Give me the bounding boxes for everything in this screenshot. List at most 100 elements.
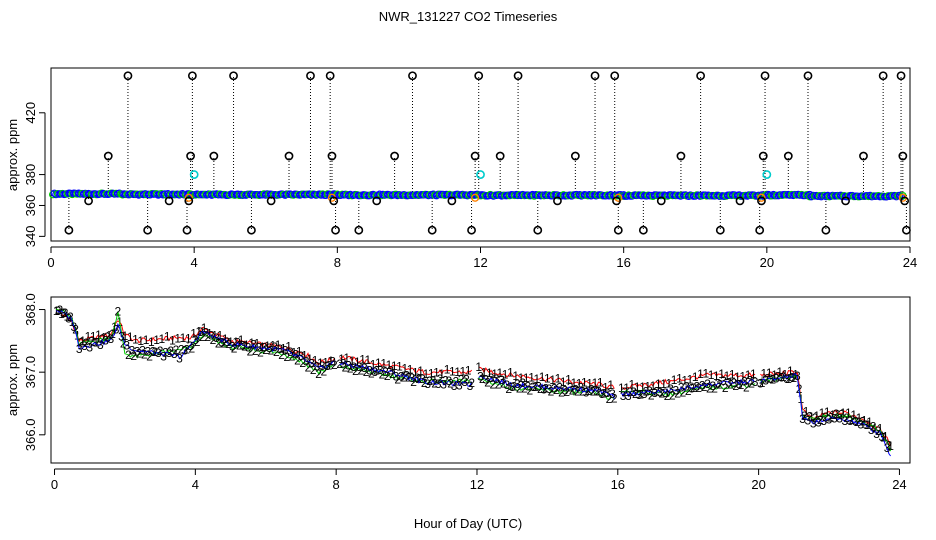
series-1-marker: 1 bbox=[475, 360, 482, 374]
series-2-marker: 2 bbox=[305, 360, 312, 374]
series-3-line bbox=[56, 309, 335, 369]
series-1-marker: 1 bbox=[586, 376, 593, 390]
series-1-marker: 1 bbox=[317, 356, 324, 370]
series-2-marker: 2 bbox=[748, 377, 755, 391]
flagged-point bbox=[247, 225, 256, 235]
series-2-marker: 2 bbox=[606, 392, 613, 406]
series-1-marker: 1 bbox=[206, 326, 213, 340]
series-2-marker: 2 bbox=[352, 364, 359, 378]
flagged-point bbox=[533, 225, 543, 235]
flagged-point bbox=[372, 196, 382, 206]
series-3-marker: 3 bbox=[372, 365, 379, 379]
series-1-marker: 1 bbox=[882, 429, 889, 443]
top-x-tick-label: 12 bbox=[473, 255, 487, 270]
series-1-marker: 1 bbox=[533, 372, 540, 386]
series-2-marker: 2 bbox=[342, 361, 349, 375]
series-1-marker: 1 bbox=[143, 333, 150, 347]
series-3-marker: 3 bbox=[630, 385, 637, 399]
series-3-marker: 3 bbox=[240, 339, 247, 353]
series-1-marker: 1 bbox=[528, 371, 535, 385]
flagged-point bbox=[656, 196, 666, 206]
series-3-marker: 3 bbox=[789, 371, 796, 385]
flagged-point bbox=[803, 71, 813, 81]
series-3-marker: 3 bbox=[567, 380, 574, 394]
flagged-point bbox=[553, 196, 562, 206]
series-3-marker: 3 bbox=[593, 385, 600, 399]
series-3-marker: 3 bbox=[213, 331, 220, 345]
series-1-marker: 1 bbox=[465, 364, 472, 378]
series-3-marker: 3 bbox=[282, 343, 289, 357]
series-3-marker: 3 bbox=[604, 386, 611, 400]
series-1-marker: 1 bbox=[887, 439, 894, 453]
series-3-marker: 3 bbox=[440, 378, 447, 392]
series-3-marker: 3 bbox=[419, 372, 426, 386]
series-2-marker: 2 bbox=[864, 418, 871, 432]
series-1-marker: 1 bbox=[232, 335, 239, 349]
series-1-marker: 1 bbox=[217, 329, 224, 343]
series-1-marker: 1 bbox=[692, 370, 699, 384]
series-1-marker: 1 bbox=[190, 327, 197, 341]
series-2-marker: 2 bbox=[178, 342, 185, 356]
flagged-point bbox=[229, 71, 238, 81]
series-3-marker: 3 bbox=[477, 369, 484, 383]
flagged-point bbox=[184, 196, 194, 206]
series-3-marker: 3 bbox=[414, 371, 421, 385]
series-3-marker: 3 bbox=[847, 414, 854, 428]
series-2-marker: 2 bbox=[320, 364, 327, 378]
series-3-marker: 3 bbox=[250, 338, 257, 352]
series-1-marker: 1 bbox=[365, 353, 372, 367]
series-2-marker: 2 bbox=[468, 376, 475, 390]
series-1-marker: 1 bbox=[750, 367, 757, 381]
series-3-marker: 3 bbox=[155, 346, 162, 360]
flagged-point bbox=[284, 151, 294, 161]
flagged-point bbox=[757, 196, 766, 206]
series-3-marker: 3 bbox=[298, 349, 305, 363]
series-1-marker: 1 bbox=[386, 358, 393, 372]
series-1-marker: 1 bbox=[734, 370, 741, 384]
series-1-marker: 1 bbox=[597, 376, 604, 390]
flagged-point bbox=[164, 196, 174, 206]
series-2-marker: 2 bbox=[542, 381, 549, 395]
series-1-marker: 1 bbox=[808, 410, 815, 424]
flagged-point bbox=[470, 151, 480, 161]
series-3-marker: 3 bbox=[345, 359, 352, 373]
series-2-marker: 2 bbox=[72, 322, 79, 336]
series-3-marker: 3 bbox=[398, 369, 405, 383]
flagged-point bbox=[427, 225, 437, 235]
series-2-marker: 2 bbox=[843, 411, 850, 425]
series-3-marker: 3 bbox=[641, 387, 648, 401]
series-2-marker: 2 bbox=[141, 348, 148, 362]
series-2-marker: 2 bbox=[363, 365, 370, 379]
series-1-marker: 1 bbox=[444, 363, 451, 377]
series-2-line bbox=[621, 382, 756, 398]
series-2-marker: 2 bbox=[722, 381, 729, 395]
bottom-y-tick-label: 368.0 bbox=[23, 293, 38, 326]
series-3-marker: 3 bbox=[356, 360, 363, 374]
bottom-x-tick-label: 0 bbox=[51, 477, 58, 492]
series-1-marker: 1 bbox=[438, 367, 445, 381]
series-2-marker: 2 bbox=[516, 382, 523, 396]
series-3-marker: 3 bbox=[646, 384, 653, 398]
series-2-marker: 2 bbox=[262, 343, 269, 357]
series-3-marker: 3 bbox=[488, 371, 495, 385]
bottom-x-tick-label: 12 bbox=[470, 477, 484, 492]
series-3-marker: 3 bbox=[836, 411, 843, 425]
series-3-marker: 3 bbox=[224, 335, 231, 349]
flagged-point bbox=[613, 225, 623, 235]
bottom-y-tick-label: 366.0 bbox=[23, 419, 38, 452]
series-2-marker: 2 bbox=[701, 380, 708, 394]
series-1-marker: 1 bbox=[803, 405, 810, 419]
flagged-point bbox=[64, 225, 74, 235]
series-3-marker: 3 bbox=[704, 377, 711, 391]
series-2-marker: 2 bbox=[400, 371, 407, 385]
series-2-marker: 2 bbox=[442, 373, 449, 387]
series-1-marker: 1 bbox=[718, 367, 725, 381]
series-2-marker: 2 bbox=[648, 388, 655, 402]
series-3-marker: 3 bbox=[599, 387, 606, 401]
series-3-marker: 3 bbox=[76, 342, 83, 356]
series-1-marker: 1 bbox=[58, 307, 65, 321]
series-1-marker: 1 bbox=[877, 421, 884, 435]
flagged-point bbox=[325, 71, 335, 81]
series-2-marker: 2 bbox=[368, 367, 375, 381]
